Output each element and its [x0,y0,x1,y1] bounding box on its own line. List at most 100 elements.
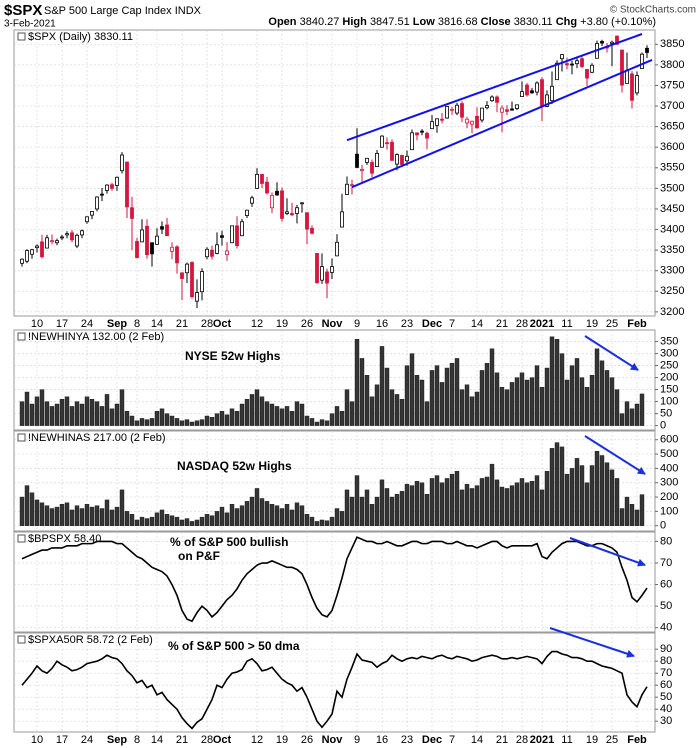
bar [534,475,540,526]
candle-body [215,244,219,254]
bar [209,515,215,526]
bar [629,408,635,426]
x-tick-label: 17 [56,318,68,330]
y-tick-label: 3500 [660,182,684,194]
bar [329,516,335,526]
bar [234,508,240,526]
bar [599,455,605,526]
bar [544,367,550,426]
candle-body [485,105,489,109]
y-tick-label: 3550 [660,162,684,174]
panel-annotation: NASDAQ 52w Highs [177,459,292,473]
x-tick-label: 8 [134,318,140,330]
candle-body [505,109,509,112]
bar [134,420,140,426]
trend-arrow [549,627,635,658]
bar [239,505,245,526]
bar [539,387,545,426]
bar [309,516,315,526]
candle-body [520,91,524,97]
bar [374,496,380,526]
candle-body [245,209,249,216]
x-tick-label: 2021 [530,318,554,330]
bar [104,499,110,526]
bar [249,394,255,426]
bar [99,508,105,526]
bar [184,419,190,426]
x-tick-label: 16 [376,734,388,746]
bar [559,353,565,426]
candle-body [370,162,374,174]
line [21,650,648,730]
candle-body [235,225,239,247]
bar [439,482,445,526]
x-tick-label: 23 [401,318,413,330]
x-tick-label: 28 [201,318,213,330]
candle-body [515,104,519,109]
candle-body [310,227,314,234]
x-tick-label: 11 [561,318,572,330]
bar [289,509,295,526]
y-tick-label: 200 [660,491,678,503]
candle-body [60,236,64,239]
bar [314,421,320,426]
bar [214,413,220,426]
x-tick-label: Sep [107,734,127,746]
bar [609,469,615,526]
bar [504,389,510,426]
candle-body [375,152,379,167]
candle-body [195,292,199,302]
y-tick-label: 70 [660,557,672,569]
panel-title: !NEWHINYA 132.00 (2 Feb) [28,331,164,343]
bar [309,418,315,426]
candle-body [345,183,349,195]
bar [174,516,180,526]
bar [479,478,485,526]
candle-body [20,258,24,264]
bar [479,370,485,426]
bar [174,418,180,426]
bar [329,413,335,426]
bar [299,505,305,526]
x-tick-label: 14 [151,318,163,330]
bar [464,384,470,426]
bar [409,485,415,526]
candle-body [390,141,394,161]
x-tick-label: 16 [376,318,388,330]
bar [474,391,480,426]
bar [554,442,560,526]
y-tick-label: 80 [660,655,672,667]
bar [19,496,25,526]
bar [29,403,35,426]
x-tick-label: 21 [496,734,508,746]
bar [314,521,320,526]
bar [639,494,645,526]
bar [159,408,165,426]
bar [539,489,545,526]
bar [294,401,300,426]
bar [184,518,190,526]
candle-body [635,75,639,94]
candle-body [490,96,494,102]
bar [34,396,40,426]
candle-body [80,230,84,236]
candle-body [410,132,414,151]
candle-body [365,157,369,163]
candle-body [460,103,464,118]
candle-body [355,153,359,168]
bar [139,516,145,526]
candle-body [430,121,434,130]
bar [304,415,310,426]
x-tick-label: Sep [107,318,127,330]
bar [519,372,525,426]
candle-body [470,120,474,125]
symbol: $SPX [4,2,42,19]
candle-body [180,272,184,279]
bar [504,488,510,526]
bar [19,401,25,426]
bar [624,496,630,526]
bar [379,346,385,426]
bar [44,505,50,526]
quote-value: 3816.68 [438,16,478,28]
bar [434,475,440,526]
